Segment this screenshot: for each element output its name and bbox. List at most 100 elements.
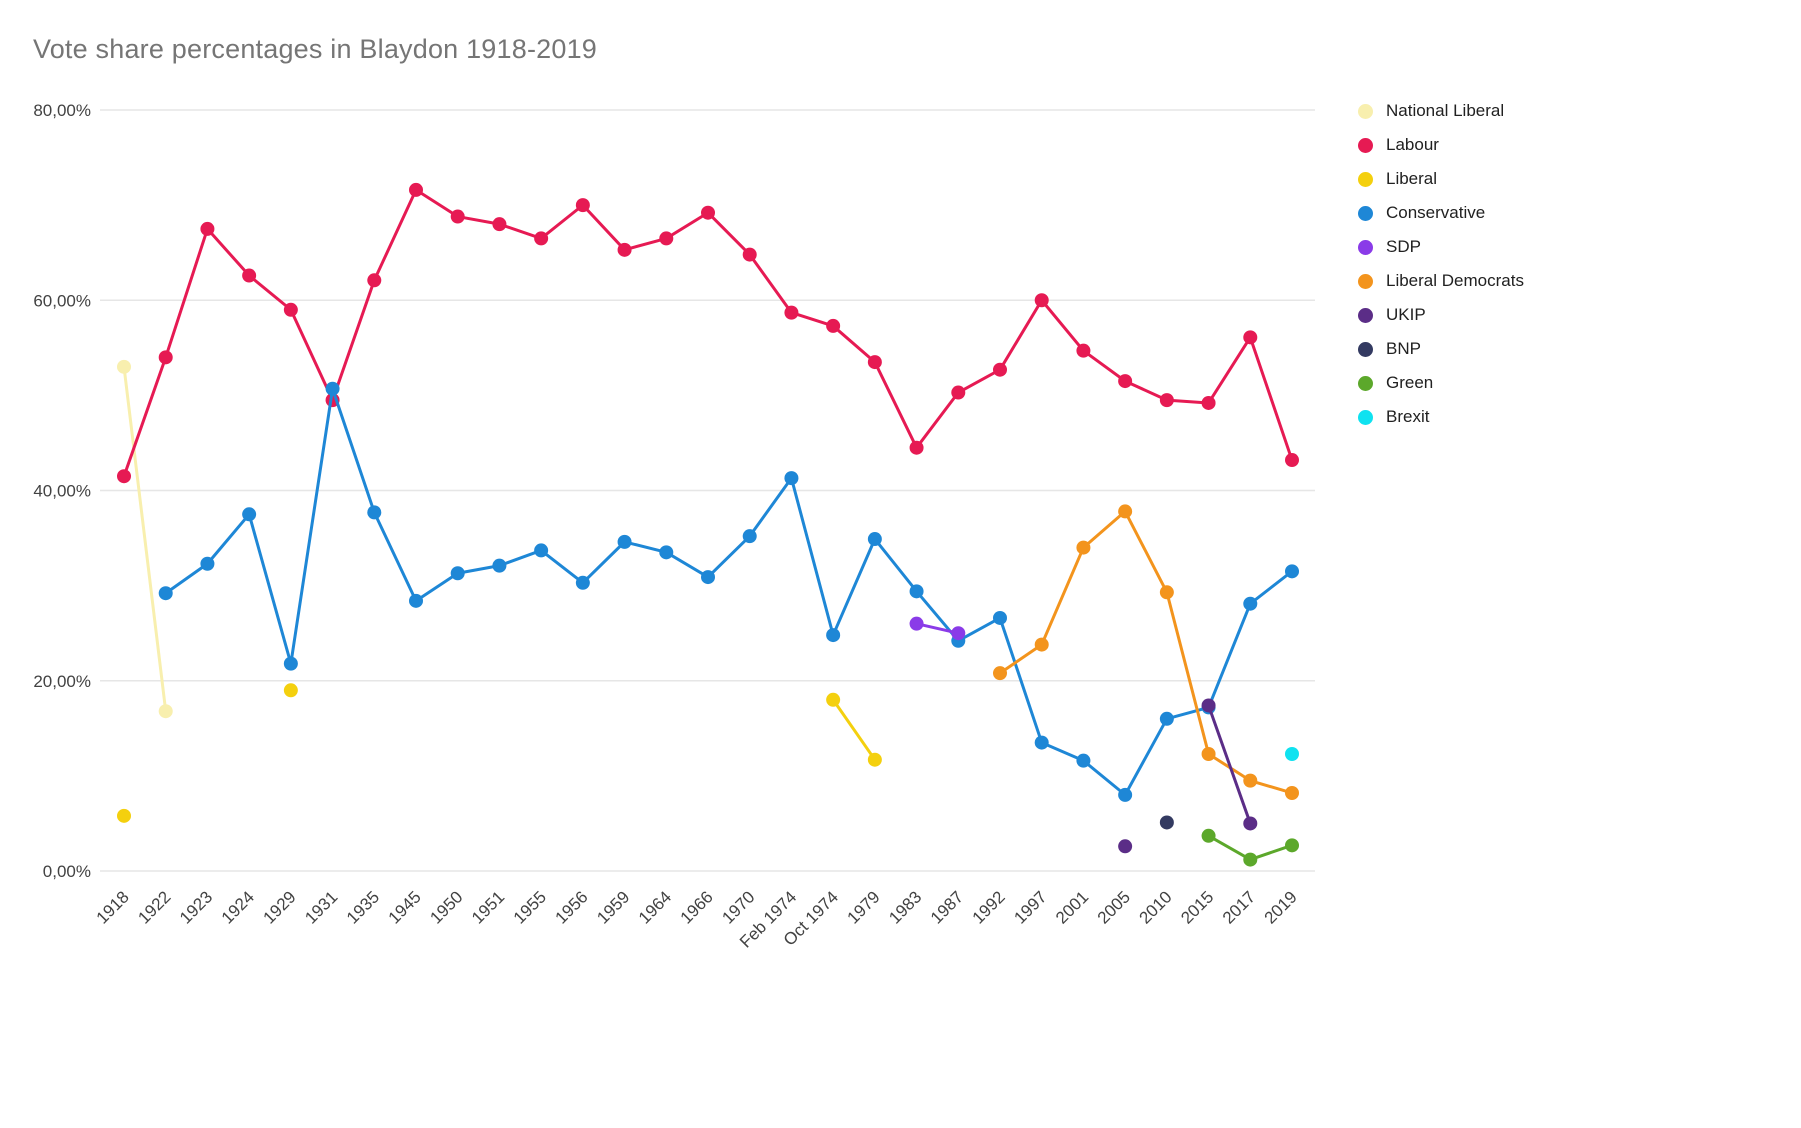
x-axis-tick-label: 1935 [343,887,383,927]
legend-item-sdp: SDP [1358,230,1524,264]
data-point-labour [450,209,465,224]
legend-item-bnp: BNP [1358,332,1524,366]
data-point-labour [117,469,131,484]
data-point-liberal [867,752,882,767]
legend-dot-green [1358,375,1373,391]
data-point-liberal-democrats [1201,746,1216,761]
data-point-conservative [909,584,924,599]
legend-dot-sdp [1358,239,1373,255]
data-point-conservative [200,556,215,571]
data-point-green [1201,828,1216,843]
data-point-labour [909,440,924,455]
data-point-labour [659,231,674,246]
data-point-labour [1201,395,1216,410]
data-point-liberal-democrats [1243,773,1258,788]
legend-dot-liberal-democrats [1358,273,1373,289]
data-point-labour [784,305,799,320]
data-point-conservative [993,610,1007,625]
series-line-liberal-democrats [998,509,1294,795]
x-axis-tick-label: 1924 [218,887,258,927]
x-axis-tick-label: 1987 [927,887,967,927]
x-axis-tick-label: 2005 [1094,887,1134,927]
data-point-labour [367,273,382,288]
data-point-conservative [242,507,257,522]
legend-item-conservative: Conservative [1358,196,1524,230]
data-point-liberal [117,808,131,823]
x-axis-tick-label: 2019 [1261,887,1301,927]
x-axis-tick-label: 1997 [1010,887,1050,927]
data-point-sdp [909,616,924,631]
data-point-conservative [283,656,298,671]
x-axis-tick-label: 1931 [301,887,341,927]
data-point-ukip [1118,839,1133,854]
data-point-labour [1118,374,1133,389]
data-point-labour [492,217,507,232]
legend-label: Liberal [1386,169,1438,188]
data-point-liberal-democrats [1159,585,1174,600]
y-axis-tick-label: 60,00% [33,291,91,310]
data-point-conservative [409,593,423,608]
legend-item-labour: Labour [1358,128,1524,162]
data-point-national-liberal [117,359,131,374]
legend-item-liberal: Liberal [1358,162,1524,196]
data-point-conservative [492,558,507,573]
data-point-sdp [951,626,966,641]
data-point-ukip [1201,698,1216,713]
data-point-labour [1076,343,1091,358]
x-axis-tick-label: 1922 [134,887,174,927]
x-axis-tick-label: 2010 [1136,887,1176,927]
series-line-sdp [915,622,960,635]
x-axis-tick-label: 2001 [1052,887,1092,927]
data-point-labour [283,302,298,317]
data-point-liberal-democrats [1076,540,1091,555]
data-point-conservative [450,566,465,581]
data-point-conservative [784,471,799,486]
y-axis-tick-label: 20,00% [33,672,91,691]
legend-label: BNP [1386,339,1421,358]
data-point-labour [200,221,215,236]
data-point-labour [575,198,590,213]
data-point-conservative [1118,787,1133,802]
legend-item-brexit: Brexit [1358,400,1524,434]
data-point-liberal-democrats [993,666,1007,681]
legend-dot-labour [1358,137,1373,153]
legend-dot-conservative [1358,205,1373,221]
data-point-conservative [1243,596,1258,611]
data-point-liberal-democrats [1034,637,1049,652]
x-axis-tick-label: 1918 [93,887,133,927]
data-point-conservative [617,534,632,549]
x-axis-tick-label: 1951 [468,887,508,927]
series-line-national-liberal [122,365,168,713]
data-point-labour [158,350,173,365]
data-point-labour [617,242,632,257]
legend-label: Brexit [1386,407,1430,426]
legend-label: Labour [1386,135,1439,154]
legend-item-green: Green [1358,366,1524,400]
data-point-labour [409,182,423,197]
data-point-labour [826,318,841,333]
x-axis-tick-label: 1929 [260,887,300,927]
data-point-conservative [867,532,882,547]
x-axis-tick-label: 1950 [426,887,466,927]
legend-item-liberal-democrats: Liberal Democrats [1358,264,1524,298]
x-axis-tick-label: 2015 [1177,887,1217,927]
y-axis-tick-label: 0,00% [43,862,91,881]
data-point-labour [867,355,882,370]
data-point-conservative [325,381,340,396]
data-point-conservative [1285,564,1299,579]
series-line-ukip [1207,703,1252,825]
data-point-conservative [701,570,715,585]
data-point-conservative [742,529,757,544]
legend-label: Green [1386,373,1434,392]
x-axis-tick-label: 2017 [1219,887,1259,927]
x-axis-tick-label: 1992 [969,887,1009,927]
data-point-conservative [659,545,674,560]
y-axis-tick-label: 80,00% [33,101,91,120]
data-point-conservative [158,586,173,601]
x-axis-tick-label: 1923 [176,887,216,927]
data-point-liberal-democrats [1118,504,1133,519]
y-axis-tick-label: 40,00% [33,482,91,501]
data-point-liberal [283,683,298,698]
x-axis-tick-label: 1956 [552,887,592,927]
